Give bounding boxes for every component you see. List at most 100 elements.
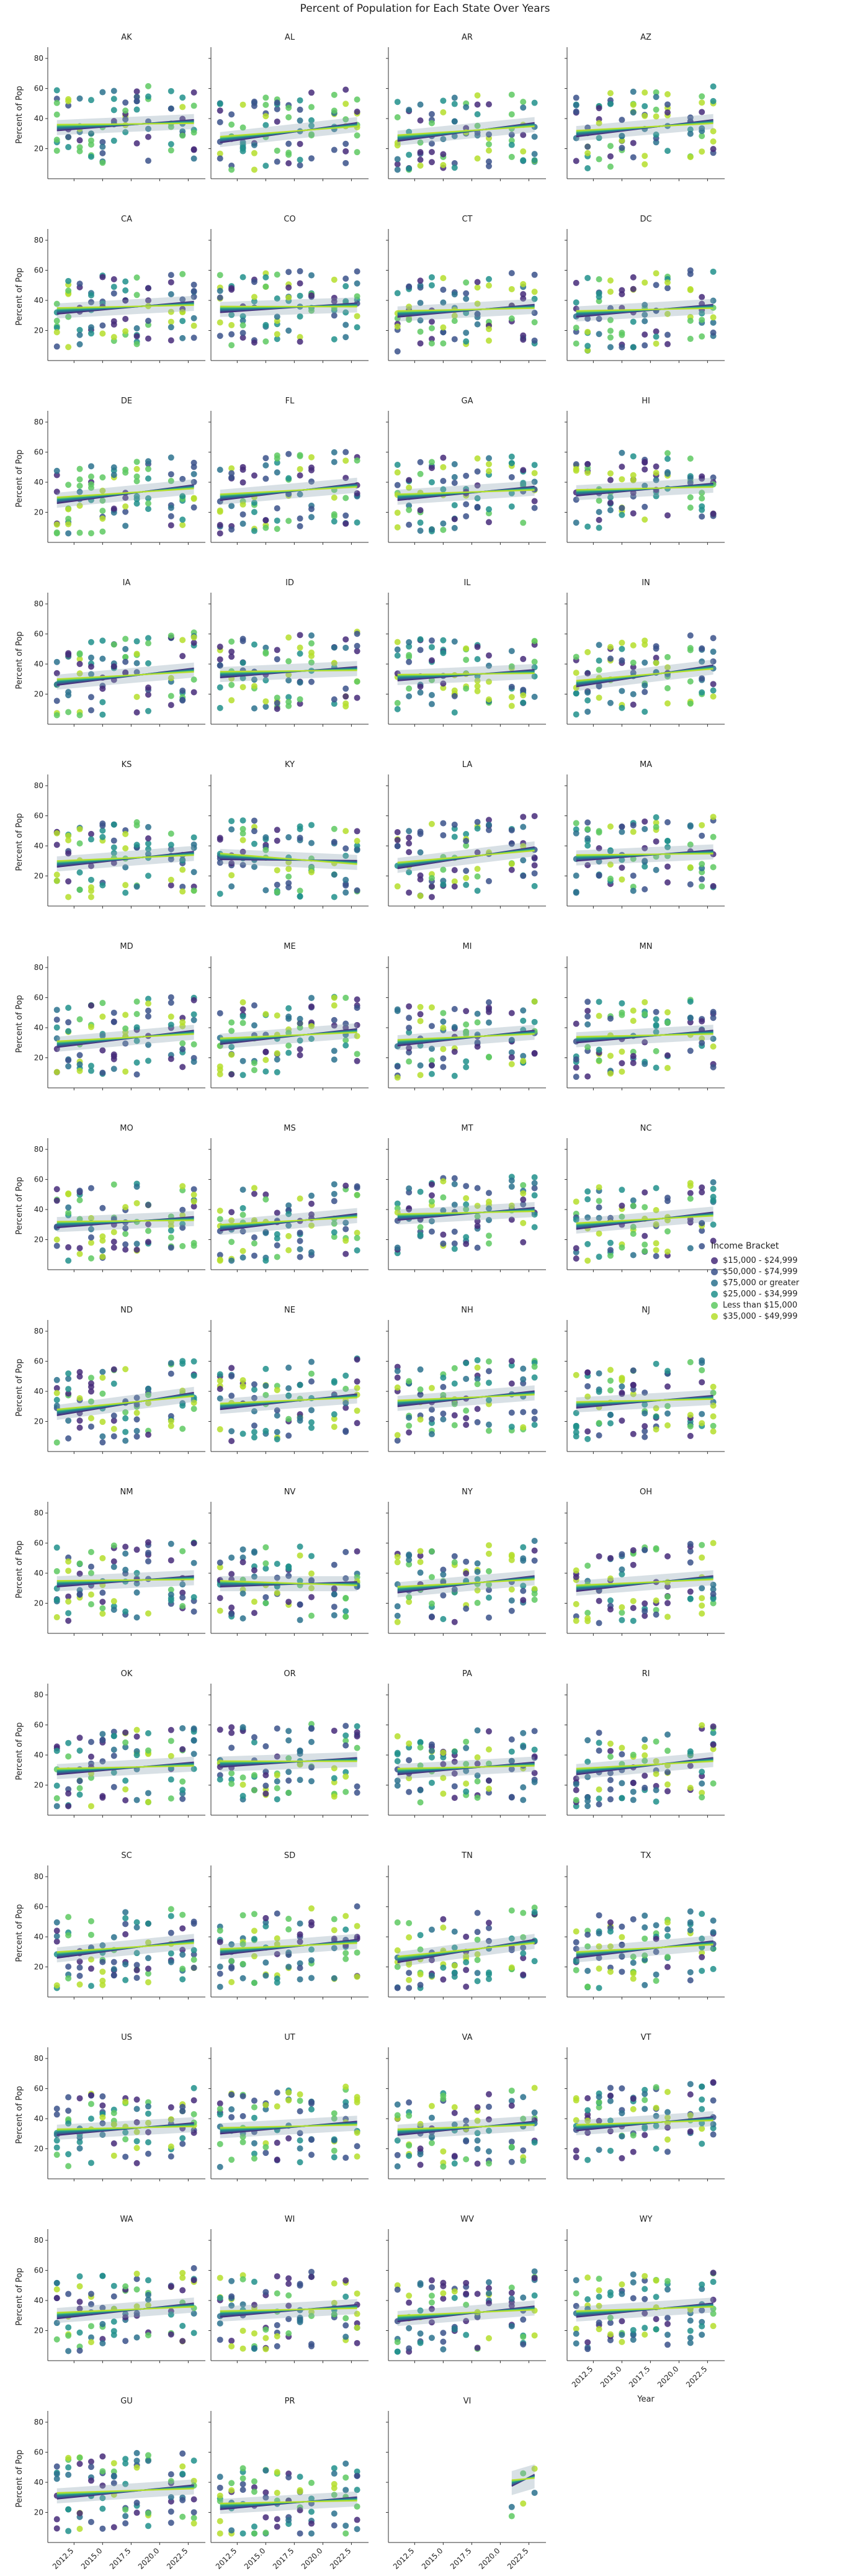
data-point bbox=[474, 1203, 481, 1209]
data-point bbox=[354, 1378, 360, 1385]
data-point bbox=[274, 2139, 280, 2146]
data-point bbox=[642, 1612, 648, 1619]
data-point bbox=[428, 1062, 435, 1069]
data-point bbox=[145, 1007, 151, 1014]
data-point bbox=[274, 2156, 280, 2163]
data-point bbox=[285, 1049, 292, 1056]
data-point bbox=[417, 1744, 424, 1751]
data-point bbox=[354, 1548, 360, 1555]
data-point bbox=[584, 1073, 591, 1080]
data-point bbox=[217, 1010, 223, 1016]
data-point bbox=[607, 2098, 614, 2104]
data-point bbox=[687, 678, 694, 685]
data-point bbox=[573, 690, 579, 697]
data-point bbox=[285, 2135, 292, 2142]
data-point bbox=[531, 1538, 538, 1545]
data-point bbox=[239, 1960, 246, 1967]
data-point bbox=[394, 1618, 401, 1625]
data-point bbox=[53, 1242, 60, 1249]
facet-title: IA bbox=[123, 578, 131, 588]
data-point bbox=[508, 1202, 515, 1209]
data-point bbox=[110, 641, 117, 648]
data-point bbox=[145, 1391, 151, 1398]
data-point bbox=[285, 284, 292, 291]
data-point bbox=[642, 1744, 648, 1751]
data-point bbox=[710, 693, 717, 700]
data-point bbox=[394, 639, 401, 645]
data-point bbox=[699, 876, 705, 882]
data-point bbox=[508, 1766, 515, 1772]
data-point bbox=[308, 1222, 315, 1229]
data-point bbox=[440, 1916, 447, 1923]
data-point bbox=[342, 2155, 349, 2161]
data-point bbox=[65, 1204, 72, 1211]
data-point bbox=[451, 1944, 458, 1951]
data-point bbox=[642, 466, 648, 473]
regression-line bbox=[220, 125, 357, 138]
data-point bbox=[417, 1932, 424, 1939]
data-point bbox=[474, 1936, 481, 1943]
data-point bbox=[417, 1011, 424, 1018]
data-point bbox=[573, 1958, 579, 1965]
data-point bbox=[428, 1548, 435, 1555]
data-point bbox=[285, 294, 292, 301]
data-point bbox=[145, 660, 151, 666]
data-point bbox=[133, 473, 140, 480]
data-point bbox=[87, 876, 94, 883]
y-tick-label: 20 bbox=[34, 1417, 43, 1426]
data-point bbox=[297, 835, 303, 841]
data-point bbox=[285, 269, 292, 276]
data-point bbox=[699, 1602, 705, 1609]
data-point bbox=[642, 1241, 648, 1248]
data-point bbox=[508, 2103, 515, 2109]
data-point bbox=[619, 1566, 625, 1573]
data-point bbox=[474, 688, 481, 694]
data-point bbox=[463, 1064, 470, 1070]
data-point bbox=[440, 1616, 447, 1623]
data-point bbox=[274, 1412, 280, 1419]
data-point bbox=[331, 1793, 338, 1800]
data-point bbox=[687, 1190, 694, 1196]
data-point bbox=[653, 1247, 660, 1254]
data-point bbox=[274, 1935, 280, 1942]
facet-title: MS bbox=[284, 1124, 295, 1133]
data-point bbox=[642, 1912, 648, 1919]
data-point bbox=[428, 1406, 435, 1413]
data-point bbox=[508, 1054, 515, 1061]
data-point bbox=[76, 331, 83, 338]
data-point bbox=[508, 2138, 515, 2145]
data-point bbox=[653, 469, 660, 476]
data-point bbox=[110, 1009, 117, 1016]
data-point bbox=[642, 112, 648, 119]
data-point bbox=[65, 102, 72, 109]
data-point bbox=[440, 1749, 447, 1756]
data-point bbox=[485, 1937, 492, 1944]
y-tick-label: 80 bbox=[34, 963, 43, 972]
data-point bbox=[217, 1927, 223, 1934]
data-point bbox=[87, 1214, 94, 1221]
data-point bbox=[642, 503, 648, 510]
data-point bbox=[168, 1959, 174, 1965]
data-point bbox=[179, 1581, 186, 1588]
data-point bbox=[394, 1751, 401, 1757]
data-point bbox=[342, 1926, 349, 1933]
data-point bbox=[168, 1776, 174, 1783]
data-point bbox=[122, 1961, 129, 1968]
data-point bbox=[531, 151, 538, 158]
data-point bbox=[99, 1758, 106, 1765]
y-axis-label: Percent of Pop bbox=[15, 1358, 24, 1416]
data-point bbox=[274, 1753, 280, 1760]
data-point bbox=[285, 634, 292, 641]
data-point bbox=[699, 645, 705, 652]
data-point bbox=[642, 1410, 648, 1417]
data-point bbox=[228, 1428, 235, 1435]
data-point bbox=[508, 453, 515, 460]
data-point bbox=[406, 484, 413, 491]
data-point bbox=[99, 322, 106, 329]
data-point bbox=[99, 1731, 106, 1738]
data-point bbox=[285, 658, 292, 665]
data-point bbox=[308, 1553, 315, 1560]
data-point bbox=[53, 1932, 60, 1939]
regression-line bbox=[56, 854, 194, 862]
